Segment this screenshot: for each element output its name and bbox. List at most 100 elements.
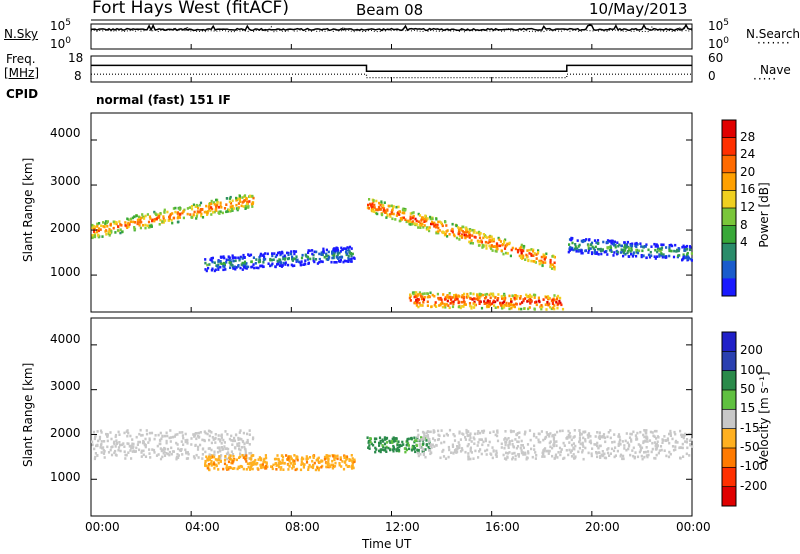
power-cell-2 bbox=[409, 212, 412, 215]
power-cell-4 bbox=[647, 248, 650, 252]
velocity-cell-3 bbox=[621, 457, 624, 461]
power-cell-0 bbox=[91, 226, 94, 230]
power-cell-2 bbox=[480, 240, 483, 244]
power-cell-1 bbox=[211, 256, 214, 260]
power-cell-2 bbox=[409, 223, 412, 226]
power-cell-1 bbox=[251, 265, 254, 269]
power-cell-4 bbox=[618, 243, 621, 247]
power-cell-0 bbox=[93, 230, 96, 233]
velocity-cell-2 bbox=[379, 439, 382, 443]
velocity-cell-0 bbox=[177, 454, 180, 457]
power-cell-3 bbox=[469, 304, 472, 308]
velocity-cell-3 bbox=[512, 445, 515, 449]
power-cell-4 bbox=[606, 253, 609, 256]
velocity-cell-3 bbox=[500, 446, 503, 449]
velocity-cell-0 bbox=[186, 438, 189, 442]
power-cell-1 bbox=[237, 256, 240, 260]
velocity-cell-3 bbox=[636, 431, 639, 435]
velocity-cell-0 bbox=[196, 448, 200, 451]
velocity-cell-0 bbox=[131, 446, 134, 450]
velocity-cell-0 bbox=[114, 433, 118, 437]
power-cell-2 bbox=[549, 258, 552, 262]
power-cell-2 bbox=[441, 224, 444, 228]
velocity-cell-3 bbox=[479, 431, 482, 435]
velocity-cell-3 bbox=[462, 433, 465, 436]
power-cell-4 bbox=[629, 250, 632, 253]
power-cell-4 bbox=[658, 255, 661, 258]
power-cell-1 bbox=[313, 260, 316, 264]
velocity-cell-3 bbox=[652, 434, 655, 438]
power-cell-4 bbox=[622, 254, 625, 258]
power-cell-0 bbox=[208, 207, 211, 211]
velocity-cell-3 bbox=[691, 445, 694, 448]
velocity-cell-3 bbox=[513, 451, 516, 455]
velocity-cell-3 bbox=[547, 433, 550, 436]
power-cell-2 bbox=[514, 247, 517, 251]
power-cell-4 bbox=[625, 245, 629, 249]
velocity-cell-3 bbox=[632, 430, 635, 434]
velocity-cell-3 bbox=[507, 437, 510, 440]
power-cell-3 bbox=[511, 294, 514, 297]
velocity-cell-1 bbox=[210, 462, 213, 466]
power-cell-2 bbox=[491, 249, 494, 252]
power-cell-4 bbox=[589, 243, 592, 246]
velocity-cell-1 bbox=[205, 464, 208, 468]
velocity-cell-0 bbox=[151, 448, 154, 451]
power-cell-2 bbox=[389, 215, 392, 218]
velocity-cell-0 bbox=[148, 437, 151, 440]
power-cell-2 bbox=[461, 225, 464, 229]
power-cell-1 bbox=[229, 259, 232, 262]
power-cell-1 bbox=[292, 257, 295, 260]
velocity-cell-3 bbox=[469, 446, 472, 450]
velocity-cell-0 bbox=[165, 431, 168, 435]
velocity-cell-0 bbox=[168, 453, 171, 457]
velocity-cell-3 bbox=[549, 440, 552, 443]
velocity-cell-3 bbox=[578, 446, 581, 450]
velocity-cell-3 bbox=[614, 446, 617, 449]
velocity-cell-0 bbox=[147, 441, 150, 444]
power-cell-2 bbox=[395, 214, 398, 217]
power-cell-3 bbox=[508, 294, 511, 298]
power-cell-4 bbox=[669, 243, 673, 247]
velocity-cell-3 bbox=[629, 453, 632, 457]
power-cell-3 bbox=[561, 307, 565, 311]
power-cell-2 bbox=[471, 234, 474, 237]
velocity-cell-0 bbox=[242, 431, 245, 435]
power-cell-4 bbox=[630, 252, 633, 256]
power-cell-1 bbox=[238, 257, 241, 261]
velocity-cell-1 bbox=[338, 462, 341, 465]
velocity-cell-1 bbox=[327, 459, 330, 463]
power-ytick-1000: 1000 bbox=[50, 265, 81, 279]
power-cell-0 bbox=[237, 197, 240, 200]
power-cell-3 bbox=[550, 307, 553, 311]
velocity-cell-0 bbox=[114, 449, 117, 453]
velocity-cell-1 bbox=[204, 460, 207, 463]
power-cell-1 bbox=[232, 259, 235, 263]
velocity-cell-3 bbox=[442, 455, 446, 458]
power-cell-1 bbox=[219, 261, 222, 265]
freq-label: Freq. bbox=[6, 52, 36, 66]
velocity-cell-0 bbox=[114, 435, 117, 439]
velocity-cell-1 bbox=[312, 464, 315, 467]
velocity-cell-3 bbox=[554, 433, 557, 437]
power-cell-4 bbox=[606, 246, 609, 249]
power-cell-0 bbox=[205, 204, 208, 208]
power-cell-0 bbox=[252, 196, 255, 200]
power-cell-0 bbox=[245, 204, 248, 208]
velocity-cell-1 bbox=[204, 462, 207, 466]
power-cell-0 bbox=[210, 213, 213, 216]
velocity-cell-3 bbox=[485, 453, 488, 456]
velocity-cell-1 bbox=[206, 466, 209, 470]
velocity-cell-3 bbox=[465, 431, 468, 434]
velocity-cell-0 bbox=[237, 438, 240, 441]
power-cell-2 bbox=[535, 253, 538, 256]
velocity-cell-3 bbox=[660, 448, 663, 452]
velocity-cell-0 bbox=[142, 441, 145, 444]
velocity-cb-tick-label: 100 bbox=[740, 362, 763, 377]
velocity-cell-1 bbox=[341, 460, 344, 463]
nsky-label: N.Sky bbox=[4, 27, 39, 41]
power-cell-0 bbox=[124, 224, 127, 227]
power-cell-1 bbox=[318, 257, 321, 261]
power-cell-1 bbox=[291, 257, 294, 261]
velocity-cell-0 bbox=[130, 444, 133, 448]
